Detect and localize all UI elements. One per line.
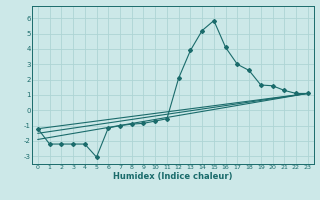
X-axis label: Humidex (Indice chaleur): Humidex (Indice chaleur): [113, 172, 233, 181]
